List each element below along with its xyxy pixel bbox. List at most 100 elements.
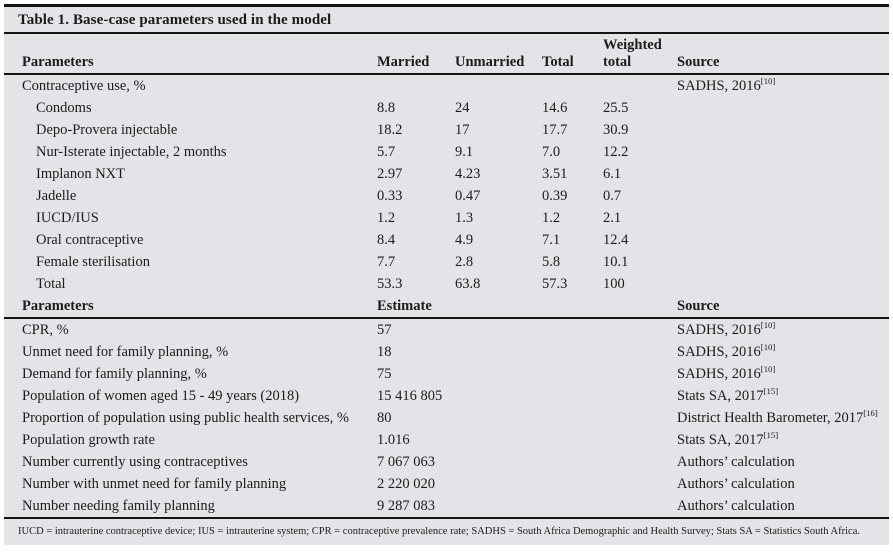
table-row: Nur-Isterate injectable, 2 months 5.7 9.1 7… xyxy=(4,141,889,163)
table-container: Table 1. Base-case parameters used in th… xyxy=(4,4,889,545)
header2-parameters: Parameters xyxy=(22,298,94,314)
cell-source: SADHS, 2016[10] xyxy=(677,76,776,94)
table-row: Female sterilisation 7.7 2.8 5.8 10.1 xyxy=(4,251,889,273)
header-weighted-line2: total xyxy=(603,54,632,70)
cell-source: Authors’ calculation xyxy=(677,476,795,492)
table-row: Oral contraceptive 8.4 4.9 7.1 12.4 xyxy=(4,229,889,251)
row-label: CPR, % xyxy=(22,322,69,338)
cell-estimate: 18 xyxy=(377,344,392,360)
table-row: Condoms 8.8 24 14.6 25.5 xyxy=(4,97,889,119)
cell-weighted-total: 12.2 xyxy=(603,144,629,160)
cell-source xyxy=(677,207,889,229)
row-label: Female sterilisation xyxy=(36,254,150,270)
cell-weighted-total: 12.4 xyxy=(603,232,629,248)
cell-estimate: 15 416 805 xyxy=(377,388,443,404)
cell-estimate: 57 xyxy=(377,322,392,338)
row-label: Population of women aged 15 - 49 years (… xyxy=(22,388,300,404)
cell-estimate: 75 xyxy=(377,366,392,382)
cell-source xyxy=(677,97,889,119)
table-row: Contraceptive use, % SADHS, 2016[10] xyxy=(4,75,889,97)
cell-married: 2.97 xyxy=(377,166,403,182)
cell-weighted-total: 0.7 xyxy=(603,188,622,204)
table1-body: Contraceptive use, % SADHS, 2016[10] Condo… xyxy=(4,75,889,295)
cell-married: 8.8 xyxy=(377,100,396,116)
table-row: Number needing family planning 9 287 083 A… xyxy=(4,495,889,517)
row-label: Unmet need for family planning, % xyxy=(22,344,229,360)
cell-source: Stats SA, 2017[15] xyxy=(677,386,779,404)
cell-weighted-total: 25.5 xyxy=(603,100,629,116)
row-label: Jadelle xyxy=(36,188,77,204)
cell-unmarried: 24 xyxy=(455,100,470,116)
table-title: Table 1. Base-case parameters used in th… xyxy=(4,7,889,34)
cell-estimate: 9 287 083 xyxy=(377,498,435,514)
cell-unmarried xyxy=(455,75,542,97)
header-parameters: Parameters xyxy=(22,54,94,70)
table-row: Demand for family planning, % 75 SADHS, 20… xyxy=(4,363,889,385)
cell-married: 1.2 xyxy=(377,210,396,226)
row-label: Total xyxy=(36,276,66,292)
cell-estimate: 1.016 xyxy=(377,432,410,448)
cell-source: SADHS, 2016[10] xyxy=(677,342,776,360)
row-label: Number with unmet need for family planni… xyxy=(22,476,287,492)
cell-married: 7.7 xyxy=(377,254,396,270)
table-row: Total 53.3 63.8 57.3 100 xyxy=(4,273,889,295)
cell-source xyxy=(677,119,889,141)
header-total: Total xyxy=(542,54,574,70)
cell-total xyxy=(542,75,603,97)
cell-married: 5.7 xyxy=(377,144,396,160)
cell-married: 18.2 xyxy=(377,122,403,138)
header-weighted-total: Weighted total xyxy=(603,37,677,71)
table-row: Proportion of population using public he… xyxy=(4,407,889,429)
cell-total: 14.6 xyxy=(542,100,568,116)
row-label: Demand for family planning, % xyxy=(22,366,207,382)
cell-source xyxy=(677,185,889,207)
table-row: Jadelle 0.33 0.47 0.39 0.7 xyxy=(4,185,889,207)
row-label: Nur-Isterate injectable, 2 months xyxy=(36,144,227,160)
row-label: IUCD/IUS xyxy=(36,210,99,226)
cell-married: 0.33 xyxy=(377,188,403,204)
cell-source: SADHS, 2016[10] xyxy=(677,320,776,338)
cell-total: 17.7 xyxy=(542,122,568,138)
row-label: Population growth rate xyxy=(22,432,155,448)
row-label: Implanon NXT xyxy=(36,166,125,182)
header2-source: Source xyxy=(677,298,720,314)
cell-unmarried: 4.23 xyxy=(455,166,481,182)
cell-source: Stats SA, 2017[15] xyxy=(677,430,779,448)
header-married: Married xyxy=(377,54,430,70)
cell-estimate: 80 xyxy=(377,410,392,426)
cell-unmarried: 4.9 xyxy=(455,232,474,248)
cell-source: District Health Barometer, 2017[16] xyxy=(677,408,878,426)
row-label: Number needing family planning xyxy=(22,498,215,514)
cell-married: 8.4 xyxy=(377,232,396,248)
cell-unmarried: 9.1 xyxy=(455,144,474,160)
table-row: IUCD/IUS 1.2 1.3 1.2 2.1 xyxy=(4,207,889,229)
table-row: Population of women aged 15 - 49 years (… xyxy=(4,385,889,407)
table-row: Population growth rate 1.016 Stats SA, 201… xyxy=(4,429,889,451)
table1-header-row: Parameters Married Unmarried Total Weigh… xyxy=(4,34,889,75)
table2-header-row: Parameters Estimate Source xyxy=(4,295,889,319)
cell-married: 53.3 xyxy=(377,276,403,292)
cell-married xyxy=(377,75,455,97)
row-label: Number currently using contraceptives xyxy=(22,454,248,470)
table-footnote: IUCD = intrauterine contraceptive device… xyxy=(18,526,860,537)
row-label: Condoms xyxy=(36,100,92,116)
cell-total: 1.2 xyxy=(542,210,561,226)
row-label: Proportion of population using public he… xyxy=(22,410,350,426)
cell-weighted-total: 2.1 xyxy=(603,210,622,226)
header-weighted-line1: Weighted xyxy=(603,37,662,53)
cell-weighted-total: 10.1 xyxy=(603,254,629,270)
bottom-rule xyxy=(4,517,889,519)
cell-total: 5.8 xyxy=(542,254,561,270)
header2-estimate: Estimate xyxy=(377,298,432,314)
cell-estimate: 2 220 020 xyxy=(377,476,435,492)
cell-total: 3.51 xyxy=(542,166,568,182)
row-label: Oral contraceptive xyxy=(36,232,144,248)
table-row: Implanon NXT 2.97 4.23 3.51 6.1 xyxy=(4,163,889,185)
table-row: Depo-Provera injectable 18.2 17 17.7 30.9 xyxy=(4,119,889,141)
cell-weighted-total: 100 xyxy=(603,276,625,292)
cell-source: SADHS, 2016[10] xyxy=(677,364,776,382)
cell-total: 57.3 xyxy=(542,276,568,292)
header-source: Source xyxy=(677,54,720,70)
cell-unmarried: 63.8 xyxy=(455,276,481,292)
